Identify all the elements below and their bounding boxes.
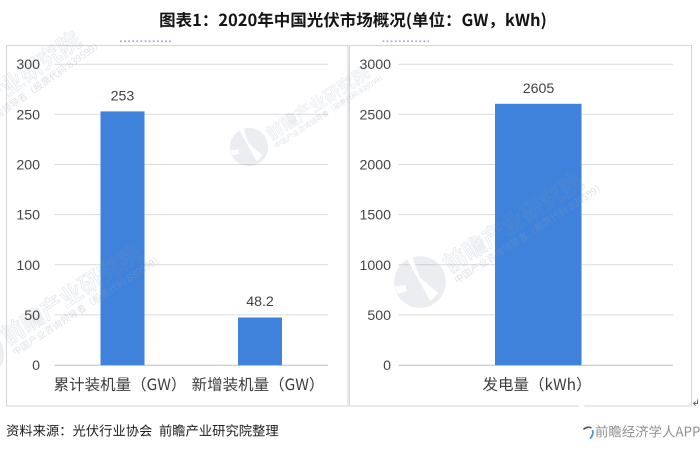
svg-text:48.2: 48.2 — [246, 294, 274, 310]
svg-text:2500: 2500 — [359, 107, 391, 123]
svg-text:1500: 1500 — [359, 208, 391, 224]
svg-text:2000: 2000 — [359, 158, 391, 174]
svg-text:300: 300 — [16, 57, 40, 73]
svg-text:200: 200 — [16, 158, 40, 174]
svg-text:100: 100 — [16, 258, 40, 274]
svg-text:0: 0 — [32, 358, 40, 374]
svg-text:253: 253 — [111, 88, 135, 104]
svg-text:250: 250 — [16, 107, 40, 123]
svg-text:150: 150 — [16, 208, 40, 224]
svg-text:1000: 1000 — [359, 258, 391, 274]
svg-text:2605: 2605 — [523, 81, 555, 97]
svg-text:3000: 3000 — [359, 57, 391, 73]
svg-text:0: 0 — [383, 358, 391, 374]
svg-text:500: 500 — [367, 308, 391, 324]
svg-text:50: 50 — [24, 308, 40, 324]
